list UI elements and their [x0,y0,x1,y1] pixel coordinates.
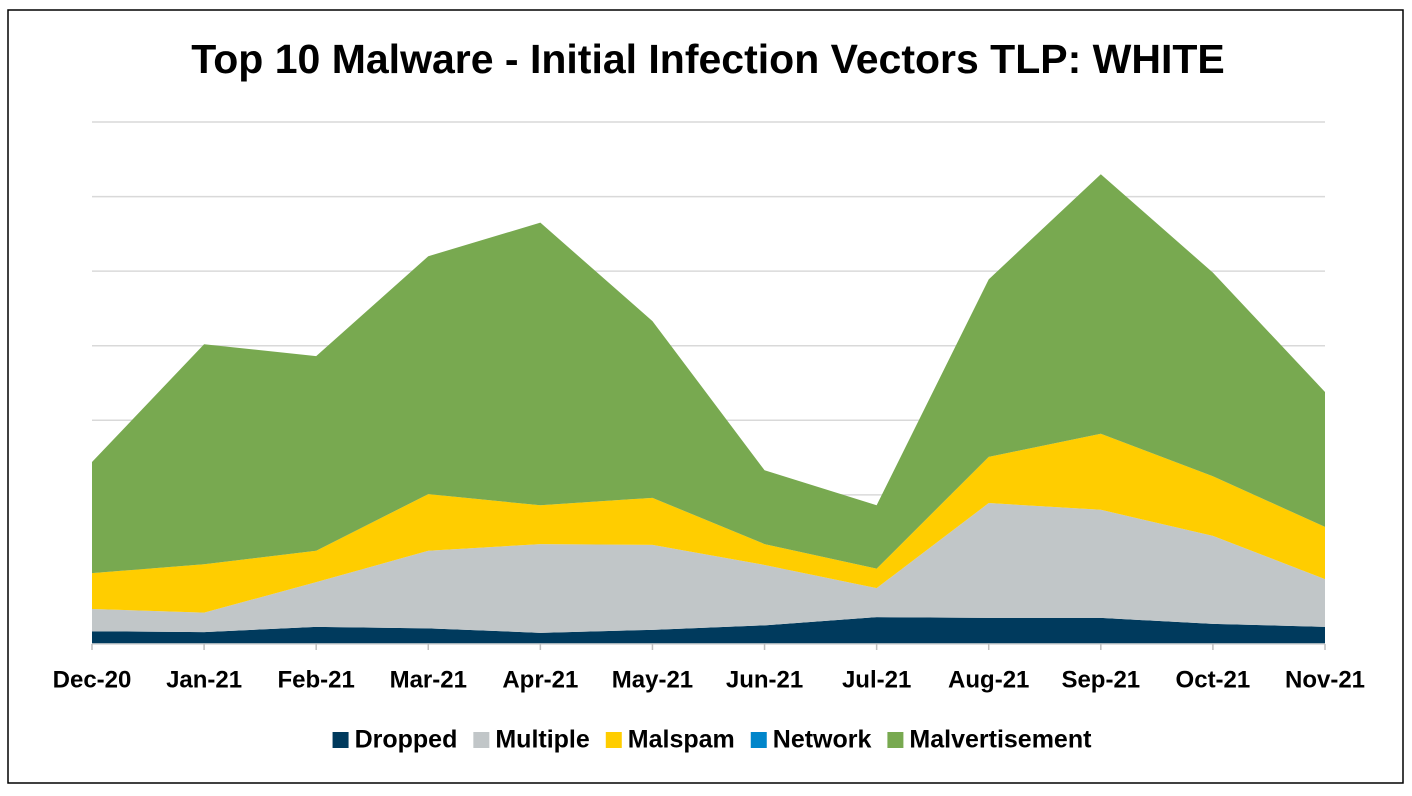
x-tick-label: Nov-21 [1285,666,1365,693]
x-tick-label: Mar-21 [390,666,467,693]
legend-swatch [750,732,767,748]
area [92,433,1325,613]
x-tick-label: Sep-21 [1061,666,1140,693]
legend: Dropped Multiple Malspam Network Malvertisem… [332,726,1092,754]
x-tick-label: Apr-21 [502,666,578,693]
legend-swatch [332,732,349,748]
x-tick-label: Aug-21 [948,666,1029,693]
legend-label: Network [773,726,872,754]
area [92,617,1325,644]
legend-swatch [605,732,622,748]
x-tick-label: Jan-21 [166,666,242,693]
x-tick-label: Feb-21 [278,666,355,693]
x-tick-label: Jul-21 [842,666,911,693]
area [92,503,1325,633]
legend-label: Multiple [495,726,590,754]
x-tick-label: Dec-20 [53,666,132,693]
x-tick-label: Oct-21 [1176,666,1251,693]
legend-label: Dropped [355,726,458,754]
legend-label: Malspam [628,726,735,754]
chart-title: Top 10 Malware - Initial Infection Vecto… [191,36,1225,82]
legend-swatch [473,732,490,748]
legend-swatch [887,732,904,748]
legend-label: Malvertisement [909,726,1092,754]
area [92,174,1325,574]
x-tick-label: Jun-21 [726,666,803,693]
x-tick-label: May-21 [612,666,693,693]
